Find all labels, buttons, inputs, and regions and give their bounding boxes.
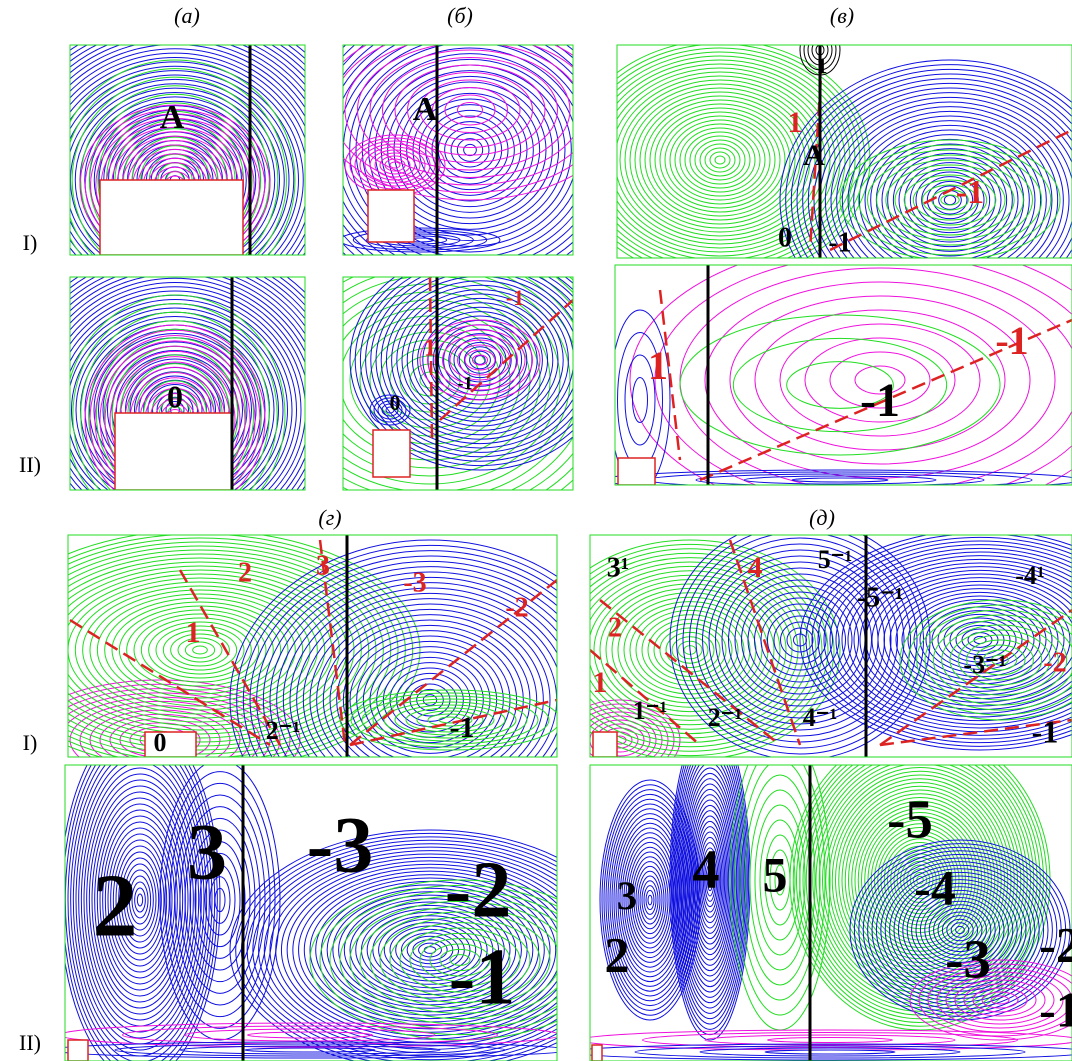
region-label: A (413, 91, 438, 128)
region-label: 1 (424, 336, 436, 362)
column-label: (д) (809, 505, 835, 530)
region-label: -1 (995, 318, 1028, 363)
panel (570, 720, 1072, 1061)
region-label: -2 (1043, 647, 1066, 678)
region-label: 2 (605, 926, 630, 982)
region-label: A (160, 99, 185, 136)
region-label: -1 (956, 174, 984, 211)
region-label: -5⁻¹ (857, 582, 904, 613)
region-label: 1 (648, 343, 668, 388)
column-label: (г) (318, 505, 341, 530)
region-label: 5 (763, 846, 788, 902)
panel (600, 240, 1072, 520)
region-label: -2 (445, 846, 512, 934)
region-label: 3¹ (607, 552, 629, 583)
region-label: -3⁻¹ (963, 650, 1006, 679)
region-label: -4¹ (1015, 561, 1044, 590)
obstacle (115, 413, 232, 490)
region-label: A (803, 139, 825, 172)
region-label: 3 (187, 808, 227, 896)
row-label: II) (19, 452, 41, 477)
obstacle (100, 180, 243, 255)
obstacle (373, 430, 410, 477)
region-label: 4 (748, 551, 763, 584)
region-label: 2 (608, 612, 622, 643)
region-label: 3 (617, 873, 637, 918)
obstacle (593, 732, 617, 757)
region-label: -1 (450, 711, 475, 744)
region-label: 1 (788, 106, 803, 139)
figure: (а) (б) (в) (г) (д) I) II) I) II) AA11A-… (0, 0, 1072, 1061)
region-label: -3 (307, 801, 374, 889)
region-label: 2⁻¹ (708, 703, 743, 732)
region-label: -5 (887, 789, 933, 850)
row-label: I) (23, 230, 38, 255)
region-label: 1 (186, 616, 201, 649)
region-label: 1⁻¹ (633, 696, 668, 725)
column-label: (а) (174, 3, 200, 28)
region-label: 0 (154, 728, 167, 757)
region-label: -1 (828, 227, 851, 258)
region-label: -1 (458, 373, 473, 393)
region-label: -1 (1032, 713, 1059, 749)
obstacle (68, 1040, 88, 1061)
column-label: (б) (447, 3, 473, 28)
region-label: -3 (403, 567, 426, 598)
region-label: 0 (778, 222, 792, 253)
region-label: 5⁻¹ (818, 545, 853, 574)
region-label: 1 (593, 666, 608, 699)
region-label: -1 (449, 933, 516, 1021)
obstacle (592, 1045, 602, 1061)
region-label: -2 (1039, 916, 1072, 972)
region-label: -2 (505, 592, 528, 623)
region-label: -1 (1039, 981, 1072, 1037)
region-label: 0 (390, 390, 401, 415)
region-label: -1 (506, 285, 524, 310)
panel-bg (615, 265, 1072, 485)
region-label: 3 (316, 550, 330, 581)
region-label: 2 (93, 857, 138, 956)
row-label: II) (19, 1030, 41, 1055)
panel (280, 0, 660, 320)
column-label: (в) (830, 3, 854, 28)
region-label: 2 (238, 557, 252, 588)
region-label: 4 (692, 839, 720, 900)
region-label: -3 (945, 929, 991, 990)
region-label: 4⁻¹ (803, 703, 838, 732)
obstacle (368, 190, 414, 242)
region-label: 0 (167, 378, 183, 414)
row-label: I) (23, 730, 38, 755)
region-label: 2⁻¹ (266, 716, 301, 745)
region-label: -4 (914, 859, 956, 915)
region-label: -1 (860, 374, 900, 427)
region-label: 1 (817, 53, 828, 78)
obstacle (618, 458, 655, 485)
